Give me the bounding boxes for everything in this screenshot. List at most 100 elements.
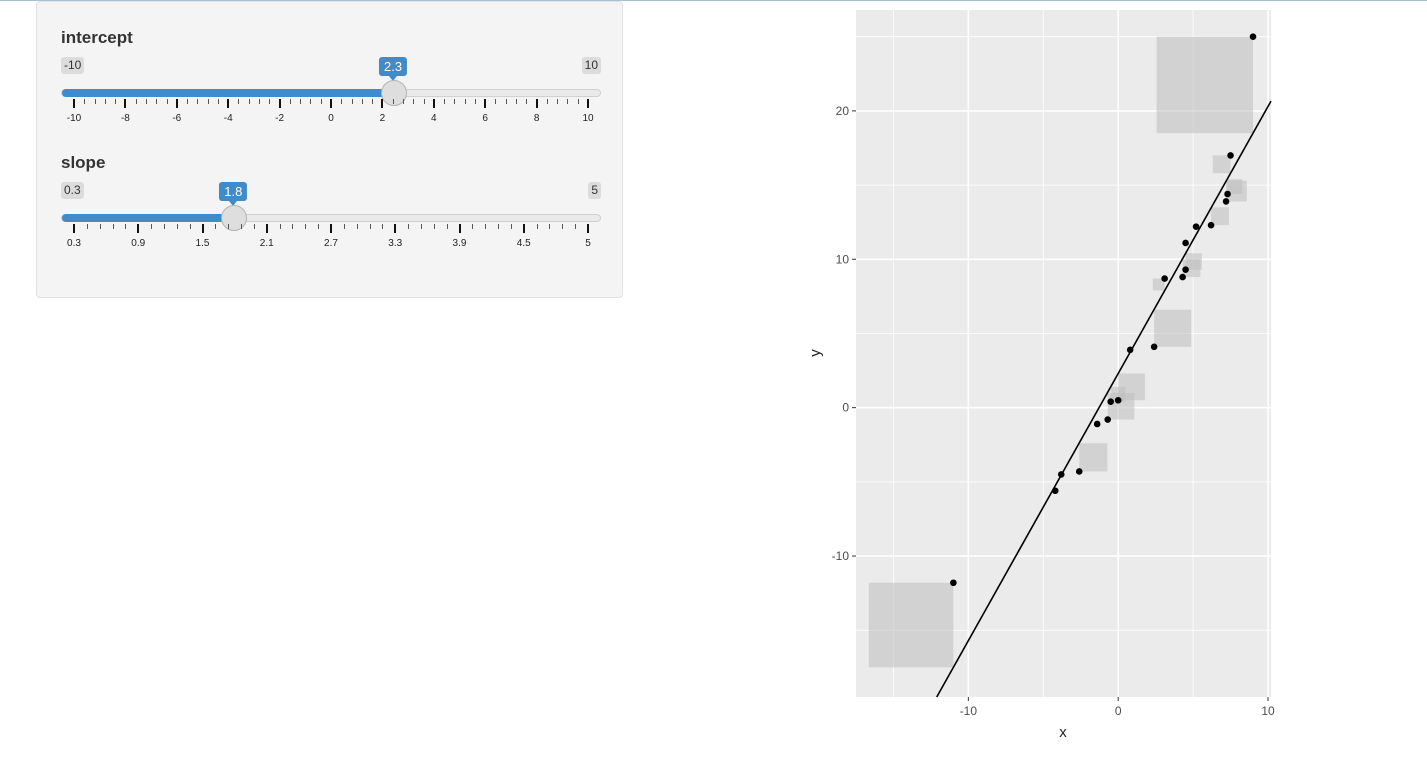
residual-square	[1079, 443, 1108, 472]
data-point	[1161, 275, 1168, 282]
intercept-max-label: 10	[581, 57, 601, 74]
x-axis: -10 0 10	[960, 697, 1275, 718]
slope-tick-minor	[575, 224, 577, 229]
data-point	[1114, 396, 1122, 404]
data-point	[1249, 33, 1257, 41]
slope-tick-minor	[86, 224, 88, 229]
int-tick-label: -8	[120, 113, 130, 124]
residual-square	[1211, 207, 1229, 226]
intercept-label: intercept	[61, 28, 133, 47]
data-point	[1075, 468, 1083, 475]
y-tick-label: 0	[842, 401, 849, 415]
int-tick-minor	[546, 99, 548, 104]
data-point	[1057, 471, 1065, 478]
x-tick-label: -10	[960, 704, 978, 718]
intercept-track-fill	[62, 89, 395, 97]
int-tick-minor	[135, 99, 137, 104]
slope-tick-major	[587, 224, 589, 233]
data-point	[1227, 152, 1234, 159]
slope-tick-minor	[408, 224, 410, 229]
int-tick-minor	[310, 99, 312, 104]
slope-track-fill	[62, 214, 235, 222]
slope-tick-minor	[562, 224, 564, 229]
slope-tick-minor	[356, 224, 358, 229]
data-point	[1182, 239, 1189, 247]
int-tick-label: -10	[66, 113, 82, 124]
int-tick-major	[484, 99, 487, 108]
y-tick-label: 20	[836, 104, 850, 118]
slope-ticks: 0.3 0.9 1.5 2.1 2.7 3.3 3.9 4.5 5	[61, 224, 601, 254]
slope-max-label: 5	[588, 182, 601, 199]
slope-slider[interactable]: 0.3 5 1.8 0.3 0.9 1.5 2.1 2.7 3.3 3.9 4.5 5	[37, 182, 624, 252]
slope-tick-minor	[99, 224, 101, 229]
slope-tick-minor	[510, 224, 512, 229]
int-tick-major	[381, 99, 384, 108]
data-points	[950, 33, 1257, 587]
top-border	[0, 0, 1427, 1]
slope-tick-major	[201, 224, 204, 233]
int-tick-minor	[464, 99, 466, 104]
slope-track[interactable]	[61, 205, 601, 231]
intercept-slider[interactable]: -10 10 2.3 -10 -8 -6 -4 -2 0 2 4 6 8 10	[37, 57, 624, 127]
intercept-handle[interactable]	[381, 80, 408, 106]
residual-square	[1156, 36, 1254, 134]
data-point	[1150, 343, 1158, 351]
int-tick-minor	[505, 99, 507, 104]
int-tick-minor	[166, 99, 168, 104]
slope-tick-label: 1.5	[195, 238, 210, 249]
y-axis: -10 0 10 20	[832, 104, 856, 563]
slope-handle[interactable]	[221, 205, 248, 231]
slope-label: slope	[61, 153, 106, 172]
int-tick-minor	[94, 99, 96, 104]
slope-tick-minor	[433, 224, 435, 229]
data-point	[1107, 398, 1114, 406]
slope-tick-label: 2.1	[259, 238, 274, 249]
int-tick-major	[227, 99, 230, 108]
slope-tick-minor	[343, 224, 345, 229]
slope-tick-label: 3.3	[388, 238, 403, 249]
residual-square	[1212, 155, 1231, 174]
int-tick-minor	[300, 99, 302, 104]
y-tick-label: -10	[832, 549, 850, 563]
intercept-track[interactable]	[61, 80, 601, 106]
slope-tick-minor	[228, 224, 230, 229]
residual-square	[1226, 180, 1247, 202]
fit-line	[936, 100, 1272, 698]
slope-value-bubble: 1.8	[219, 182, 248, 206]
int-tick-label: -6	[172, 113, 182, 124]
int-tick-minor	[557, 99, 559, 104]
slope-tick-minor	[241, 224, 243, 229]
scatter-plot: -10 0 10 -10 0 10 20 x y	[807, 10, 1275, 741]
slope-tick-minor	[292, 224, 294, 229]
int-tick-major	[175, 99, 178, 108]
slope-tick-major	[522, 224, 525, 233]
data-point	[1104, 416, 1111, 423]
intercept-min-label: -10	[61, 57, 85, 74]
data-point	[1192, 223, 1200, 230]
slope-tick-minor	[549, 224, 551, 229]
x-tick-label: 10	[1261, 704, 1275, 718]
int-tick-minor	[474, 99, 476, 104]
slope-tick-minor	[472, 224, 474, 229]
slope-tick-label: 0.3	[67, 238, 81, 249]
sidebar-panel: intercept -10 10 2.3 -10 -8 -6 -4 -2 0 2 4 6 8 10 …	[36, 1, 623, 298]
int-tick-minor	[145, 99, 147, 104]
residual-square	[1154, 309, 1192, 347]
slope-tick-major	[458, 224, 461, 233]
residual-square	[868, 582, 954, 668]
int-tick-label: -2	[275, 113, 285, 124]
int-tick-major	[535, 99, 538, 108]
slope-min-label: 0.3	[61, 182, 84, 199]
slope-tick-minor	[485, 224, 487, 229]
int-tick-minor	[156, 99, 158, 104]
slope-tick-minor	[279, 224, 281, 229]
int-tick-label: 2	[379, 113, 386, 124]
int-tick-minor	[187, 99, 189, 104]
slope-tick-label: 5	[585, 238, 591, 249]
int-tick-minor	[516, 99, 518, 104]
grid-major	[856, 10, 1271, 697]
int-tick-minor	[454, 99, 456, 104]
int-tick-label: 4	[431, 113, 437, 124]
int-tick-minor	[444, 99, 446, 104]
slope-tick-minor	[446, 224, 448, 229]
